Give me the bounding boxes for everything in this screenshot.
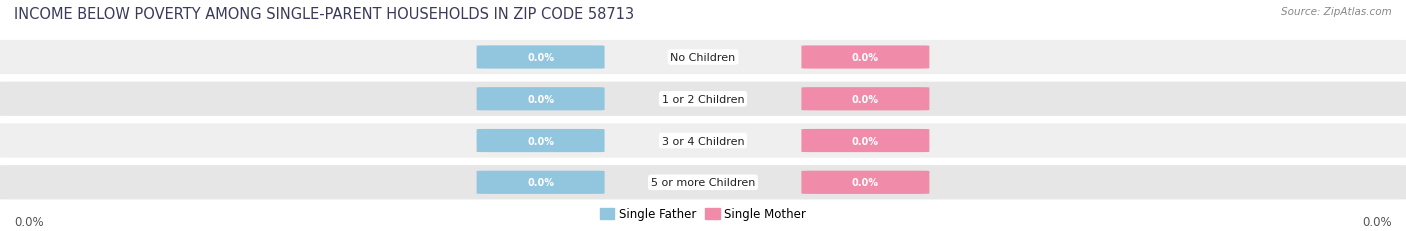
Text: 0.0%: 0.0%	[527, 94, 554, 104]
Text: 0.0%: 0.0%	[1362, 215, 1392, 228]
FancyBboxPatch shape	[801, 171, 929, 194]
FancyBboxPatch shape	[0, 82, 1406, 116]
Text: 0.0%: 0.0%	[852, 136, 879, 146]
Text: 0.0%: 0.0%	[527, 53, 554, 63]
Text: 0.0%: 0.0%	[14, 215, 44, 228]
FancyBboxPatch shape	[477, 171, 605, 194]
FancyBboxPatch shape	[0, 165, 1406, 200]
FancyBboxPatch shape	[477, 88, 605, 111]
FancyBboxPatch shape	[801, 46, 929, 69]
Text: 0.0%: 0.0%	[527, 177, 554, 188]
Text: 0.0%: 0.0%	[527, 136, 554, 146]
Legend: Single Father, Single Mother: Single Father, Single Mother	[595, 203, 811, 225]
Text: No Children: No Children	[671, 53, 735, 63]
Text: Source: ZipAtlas.com: Source: ZipAtlas.com	[1281, 7, 1392, 17]
Text: 5 or more Children: 5 or more Children	[651, 177, 755, 188]
FancyBboxPatch shape	[0, 124, 1406, 158]
Text: 3 or 4 Children: 3 or 4 Children	[662, 136, 744, 146]
Text: 0.0%: 0.0%	[852, 94, 879, 104]
FancyBboxPatch shape	[801, 129, 929, 152]
Text: 1 or 2 Children: 1 or 2 Children	[662, 94, 744, 104]
Text: INCOME BELOW POVERTY AMONG SINGLE-PARENT HOUSEHOLDS IN ZIP CODE 58713: INCOME BELOW POVERTY AMONG SINGLE-PARENT…	[14, 7, 634, 22]
Text: 0.0%: 0.0%	[852, 53, 879, 63]
FancyBboxPatch shape	[477, 46, 605, 69]
Text: 0.0%: 0.0%	[852, 177, 879, 188]
FancyBboxPatch shape	[0, 41, 1406, 75]
FancyBboxPatch shape	[477, 129, 605, 152]
FancyBboxPatch shape	[801, 88, 929, 111]
